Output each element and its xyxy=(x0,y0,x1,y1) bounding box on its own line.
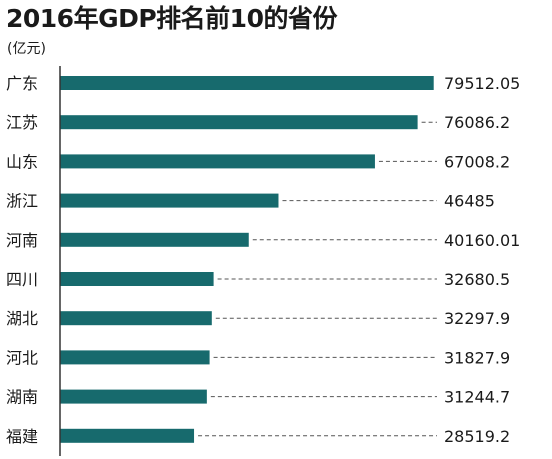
bars-layer: 广东 79512.05 江苏 76086.2 山东 67008.2 浙江 46485 河南 401… xyxy=(6,74,520,446)
category-label: 四川 xyxy=(6,270,38,289)
category-label: 福建 xyxy=(6,427,38,446)
bar xyxy=(60,154,375,169)
chart-title: 2016年GDP排名前10的省份 xyxy=(6,4,337,33)
bar xyxy=(60,428,195,443)
category-label: 湖南 xyxy=(6,388,38,407)
value-label: 76086.2 xyxy=(444,113,510,132)
value-label: 40160.01 xyxy=(444,231,520,250)
bar xyxy=(60,389,207,404)
category-label: 浙江 xyxy=(6,192,38,211)
bar xyxy=(60,76,434,90)
value-label: 28519.2 xyxy=(444,427,510,446)
bar xyxy=(60,232,249,247)
value-label: 67008.2 xyxy=(444,152,510,171)
bar xyxy=(60,115,418,130)
value-label: 32297.9 xyxy=(444,309,510,328)
category-label: 江苏 xyxy=(6,113,38,132)
category-label: 河南 xyxy=(6,231,38,250)
category-label: 湖北 xyxy=(6,309,38,328)
category-label: 河北 xyxy=(6,348,38,367)
value-label: 46485 xyxy=(444,192,495,211)
value-label: 32680.5 xyxy=(444,270,510,289)
value-label: 31827.9 xyxy=(444,348,510,367)
value-label: 31244.7 xyxy=(444,388,510,407)
bar xyxy=(60,311,212,326)
unit-label: (亿元) xyxy=(7,41,46,57)
bar xyxy=(60,193,279,208)
value-label: 79512.05 xyxy=(444,74,520,93)
bar xyxy=(60,350,210,365)
category-label: 山东 xyxy=(6,152,38,171)
bar xyxy=(60,272,214,286)
category-label: 广东 xyxy=(6,74,38,93)
